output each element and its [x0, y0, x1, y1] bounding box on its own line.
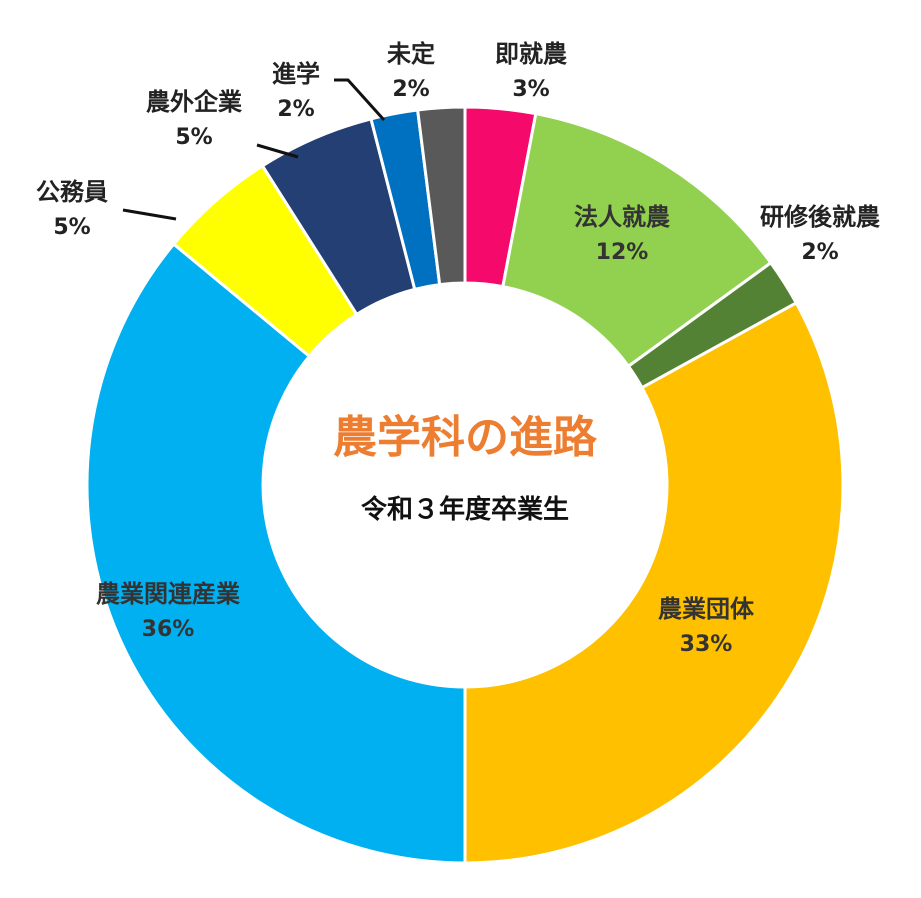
- slice-8-wedge: [415, 105, 467, 287]
- slice-8-value-label: 2%: [392, 77, 429, 102]
- slice-0-category-label: 即就農: [495, 40, 567, 68]
- slice-1-value-label: 12%: [596, 240, 649, 265]
- donut-slices: [85, 105, 845, 865]
- slice-5-value-label: 5%: [53, 215, 90, 240]
- slice-4-wedge: [85, 241, 467, 865]
- slice-4-value-label: 36%: [142, 617, 195, 642]
- chart-subtitle: 令和３年度卒業生: [361, 494, 569, 525]
- slice-6-value-label: 5%: [175, 125, 212, 150]
- slice-5-leader-line: [122, 208, 177, 221]
- slice-6-category-label: 農外企業: [146, 88, 242, 116]
- slice-5-category-label: 公務員: [36, 178, 108, 206]
- slice-3-wedge: [463, 300, 845, 865]
- slice-1-wedge: [501, 111, 773, 369]
- slice-2-category-label: 研修後就農: [760, 203, 880, 231]
- slice-0-value-label: 3%: [512, 77, 549, 102]
- leader-lines: [122, 78, 386, 221]
- slice-labels: 即就農 3% 法人就農 12% 研修後就農 2% 農業団体 33% 農業関連産業 36% 公務員 5%…: [36, 40, 880, 657]
- slice-7-value-label: 2%: [277, 97, 314, 122]
- slice-8-category-label: 未定: [387, 40, 435, 68]
- slice-3-value-label: 33%: [680, 632, 733, 657]
- slice-4-category-label: 農業関連産業: [96, 580, 240, 608]
- slice-1-category-label: 法人就農: [574, 203, 670, 231]
- slice-6-leader-line: [256, 143, 299, 159]
- chart-title: 農学科の進路: [333, 412, 598, 463]
- slice-7-category-label: 進学: [272, 60, 320, 88]
- slice-2-value-label: 2%: [801, 240, 838, 265]
- slice-3-category-label: 農業団体: [658, 595, 755, 623]
- slice-7-leader-line: [334, 78, 386, 122]
